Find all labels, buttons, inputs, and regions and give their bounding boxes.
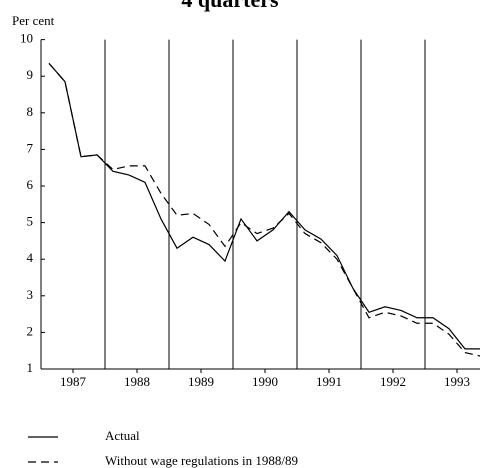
y-tick-label: 3 xyxy=(27,287,34,302)
y-tick-label: 10 xyxy=(20,31,33,46)
x-tick-label: 1992 xyxy=(380,374,406,389)
chart-title: 4 quarters xyxy=(181,0,279,12)
y-tick-label: 6 xyxy=(27,177,34,192)
y-axis-label: Per cent xyxy=(12,13,55,28)
x-tick-label: 1989 xyxy=(188,374,214,389)
y-tick-label: 7 xyxy=(27,140,34,155)
legend-label: Actual xyxy=(105,428,140,443)
legend-label: Without wage regulations in 1988/89 xyxy=(105,453,298,468)
x-tick-label: 1987 xyxy=(60,374,87,389)
y-tick-label: 1 xyxy=(27,360,34,375)
y-tick-label: 5 xyxy=(27,214,34,229)
y-tick-label: 9 xyxy=(27,67,34,82)
x-tick-label: 1988 xyxy=(124,374,150,389)
y-tick-label: 2 xyxy=(27,323,34,338)
series-line xyxy=(48,62,480,350)
series-line xyxy=(48,62,480,357)
x-tick-label: 1993 xyxy=(444,374,470,389)
x-tick-label: 1991 xyxy=(316,374,342,389)
y-tick-label: 8 xyxy=(27,104,34,119)
x-tick-label: 1990 xyxy=(252,374,278,389)
y-tick-label: 4 xyxy=(27,250,34,265)
